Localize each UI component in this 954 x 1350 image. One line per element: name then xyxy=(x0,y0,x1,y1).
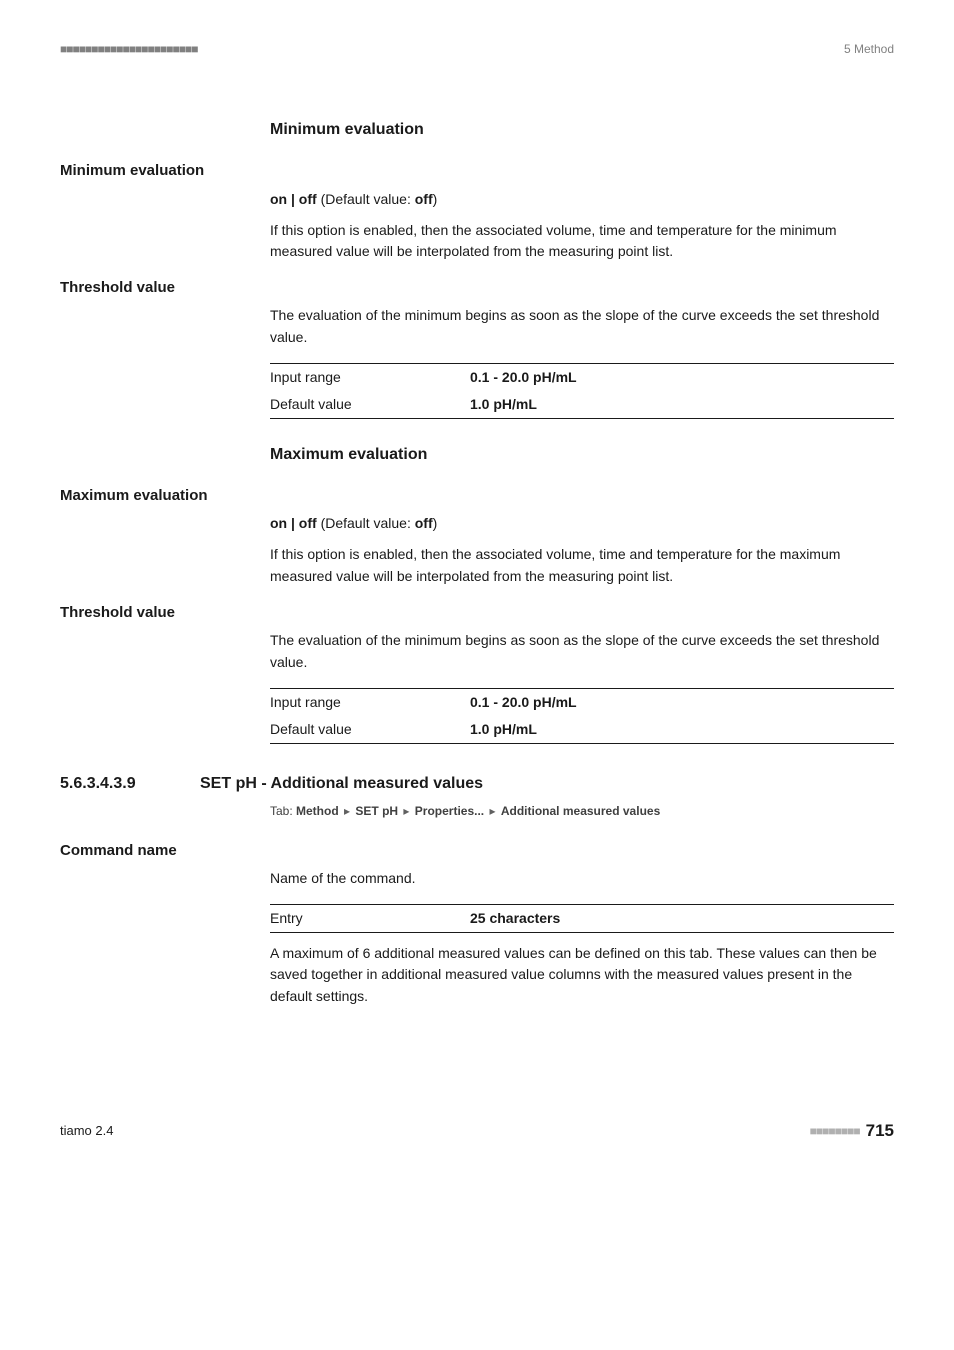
threshold-range-table-min: Input range 0.1 - 20.0 pH/mL Default val… xyxy=(270,363,894,419)
maximum-section-heading: Maximum evaluation xyxy=(270,443,894,467)
threshold-label-max: Threshold value xyxy=(60,602,270,625)
input-range-row-max: Input range 0.1 - 20.0 pH/mL xyxy=(270,689,894,716)
entry-table: Entry 25 characters xyxy=(270,904,894,933)
input-range-label-max: Input range xyxy=(270,692,470,713)
page-footer: tiamo 2.4 ■■■■■■■■ 715 xyxy=(60,1118,894,1144)
onoff-options-max: on | off xyxy=(270,515,317,531)
maximum-evaluation-param: Maximum evaluation xyxy=(60,485,894,508)
threshold-label-min: Threshold value xyxy=(60,277,270,300)
default-value-row: Default value 1.0 pH/mL xyxy=(270,391,894,418)
entry-label: Entry xyxy=(270,908,470,929)
default-value-max: 1.0 pH/mL xyxy=(470,719,537,740)
footer-dashes: ■■■■■■■■ xyxy=(810,1122,860,1140)
minimum-section-heading: Minimum evaluation xyxy=(270,118,894,142)
entry-value: 25 characters xyxy=(470,908,560,929)
entry-row: Entry 25 characters xyxy=(270,905,894,932)
product-name: tiamo 2.4 xyxy=(60,1121,113,1141)
input-range-value-max: 0.1 - 20.0 pH/mL xyxy=(470,692,577,713)
default-value-label-max: Default value xyxy=(270,719,470,740)
breadcrumb: Tab: Method ▸ SET pH ▸ Properties... ▸ A… xyxy=(270,802,894,820)
chapter-label: 5 Method xyxy=(844,40,894,58)
header-dashes: ■■■■■■■■■■■■■■■■■■■■■■ xyxy=(60,40,197,58)
maximum-description: If this option is enabled, then the asso… xyxy=(270,544,894,587)
input-range-label: Input range xyxy=(270,367,470,388)
minimum-description: If this option is enabled, then the asso… xyxy=(270,220,894,263)
set-ph-section-heading: 5.6.3.4.3.9 SET pH - Additional measured… xyxy=(60,772,894,796)
maximum-default-line: on | off (Default value: off) xyxy=(270,513,894,534)
command-name-param: Command name xyxy=(60,840,894,863)
minimum-default-line: on | off (Default value: off) xyxy=(270,189,894,210)
threshold-desc-min: The evaluation of the minimum begins as … xyxy=(270,305,894,348)
input-range-value: 0.1 - 20.0 pH/mL xyxy=(470,367,577,388)
minimum-evaluation-param: Minimum evaluation xyxy=(60,160,894,183)
minimum-evaluation-label: Minimum evaluation xyxy=(60,160,270,183)
page-number: 715 xyxy=(866,1118,894,1144)
threshold-desc-max: The evaluation of the minimum begins as … xyxy=(270,630,894,673)
threshold-param-min: Threshold value xyxy=(60,277,894,300)
section-title: SET pH - Additional measured values xyxy=(200,772,483,796)
input-range-row: Input range 0.1 - 20.0 pH/mL xyxy=(270,364,894,391)
command-name-desc: Name of the command. xyxy=(270,868,894,890)
command-name-label: Command name xyxy=(60,840,270,863)
page-header: ■■■■■■■■■■■■■■■■■■■■■■ 5 Method xyxy=(60,40,894,58)
maximum-evaluation-label: Maximum evaluation xyxy=(60,485,270,508)
default-value-row-max: Default value 1.0 pH/mL xyxy=(270,716,894,743)
default-value: 1.0 pH/mL xyxy=(470,394,537,415)
threshold-param-max: Threshold value xyxy=(60,602,894,625)
threshold-range-table-max: Input range 0.1 - 20.0 pH/mL Default val… xyxy=(270,688,894,744)
onoff-options: on | off xyxy=(270,191,317,207)
default-value-label: Default value xyxy=(270,394,470,415)
section-number: 5.6.3.4.3.9 xyxy=(60,772,200,796)
command-desc2: A maximum of 6 additional measured value… xyxy=(270,943,894,1008)
